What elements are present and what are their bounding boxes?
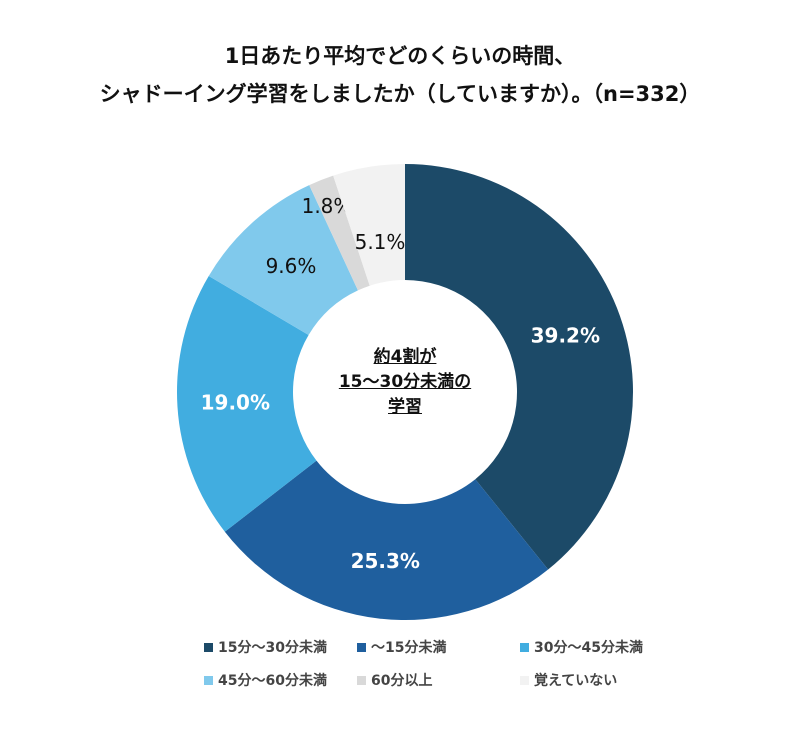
legend-label: 30分～45分未満 [534, 640, 643, 656]
legend-swatch [520, 642, 529, 652]
chart-title-line-2: シャドーイング学習をしましたか（していますか）。（n=332） [99, 82, 701, 106]
data-label: 25.3% [351, 549, 420, 573]
legend-label: 15分～30分未満 [218, 640, 327, 656]
legend-item: 15分～30分未満 [204, 637, 327, 657]
legend-item: 45分～60分未満 [204, 670, 327, 690]
data-label: 39.2% [531, 323, 600, 347]
legend-item: 30分～45分未満 [520, 637, 643, 657]
center-text-line-1: 約4割が [373, 347, 437, 367]
data-label: 19.0% [201, 391, 270, 415]
donut-slice [177, 275, 317, 532]
data-label: 5.1% [355, 230, 406, 254]
donut-slice [208, 185, 358, 335]
legend-label: 覚えていない [534, 673, 618, 689]
legend-swatch [357, 675, 366, 685]
legend-item: 60分以上 [357, 670, 432, 690]
chart-title-line-1: 1日あたり平均でどのくらいの時間、 [224, 44, 576, 68]
donut-slice [405, 164, 633, 570]
donut-slice [309, 175, 370, 291]
data-label: 9.6% [266, 254, 317, 278]
legend-item: 覚えていない [520, 670, 617, 690]
legend-swatch [204, 675, 213, 685]
donut-slice [224, 460, 549, 620]
legend-item: ～15分未満 [357, 637, 446, 657]
legend-swatch [520, 675, 529, 685]
legend-label: 45分～60分未満 [218, 673, 327, 689]
legend-label: ～15分未満 [371, 640, 447, 656]
legend-swatch [204, 642, 213, 652]
legend-label: 60分以上 [371, 673, 433, 689]
legend-swatch [357, 642, 366, 652]
center-annotation: 約4割が 15～30分未満の 学習 [305, 345, 505, 420]
center-text-line-2: 15～30分未満の [338, 372, 472, 392]
donut-slice [333, 164, 405, 286]
center-text-line-3: 学習 [388, 397, 422, 417]
